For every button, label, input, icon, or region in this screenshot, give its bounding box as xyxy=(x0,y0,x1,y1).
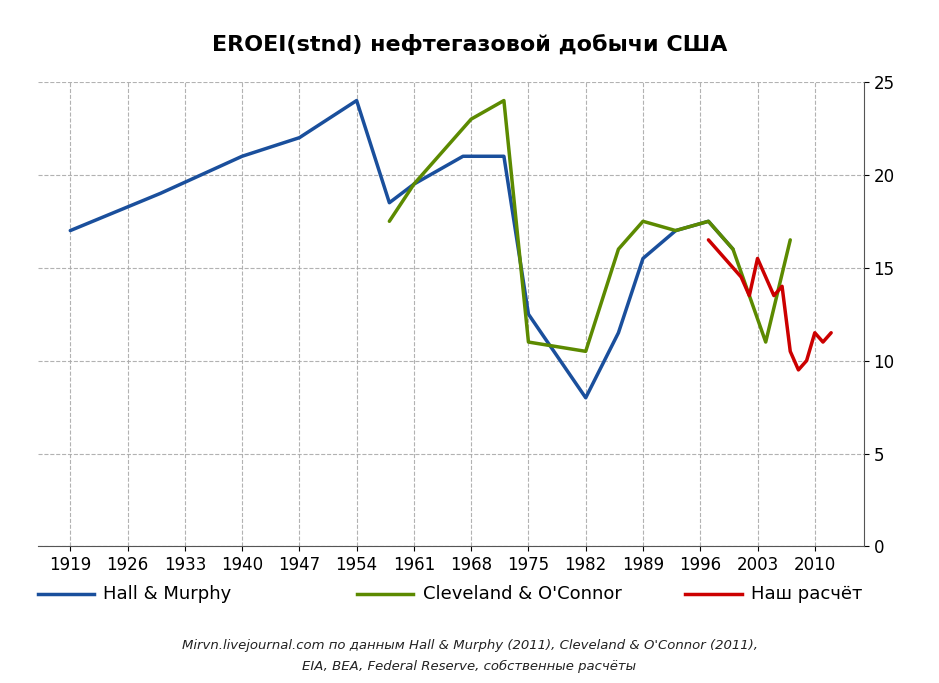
Text: Mirvn.livejournal.com по данным Hall & Murphy (2011), Cleveland & O'Connor (2011: Mirvn.livejournal.com по данным Hall & M… xyxy=(181,639,758,652)
Text: Cleveland & O'Connor: Cleveland & O'Connor xyxy=(423,585,622,603)
Text: Наш расчёт: Наш расчёт xyxy=(751,585,863,603)
Text: Hall & Murphy: Hall & Murphy xyxy=(103,585,232,603)
Text: EIA, BEA, Federal Reserve, собственные расчёты: EIA, BEA, Federal Reserve, собственные р… xyxy=(302,660,637,673)
Text: EROEI(stnd) нефтегазовой добычи США: EROEI(stnd) нефтегазовой добычи США xyxy=(212,34,727,55)
